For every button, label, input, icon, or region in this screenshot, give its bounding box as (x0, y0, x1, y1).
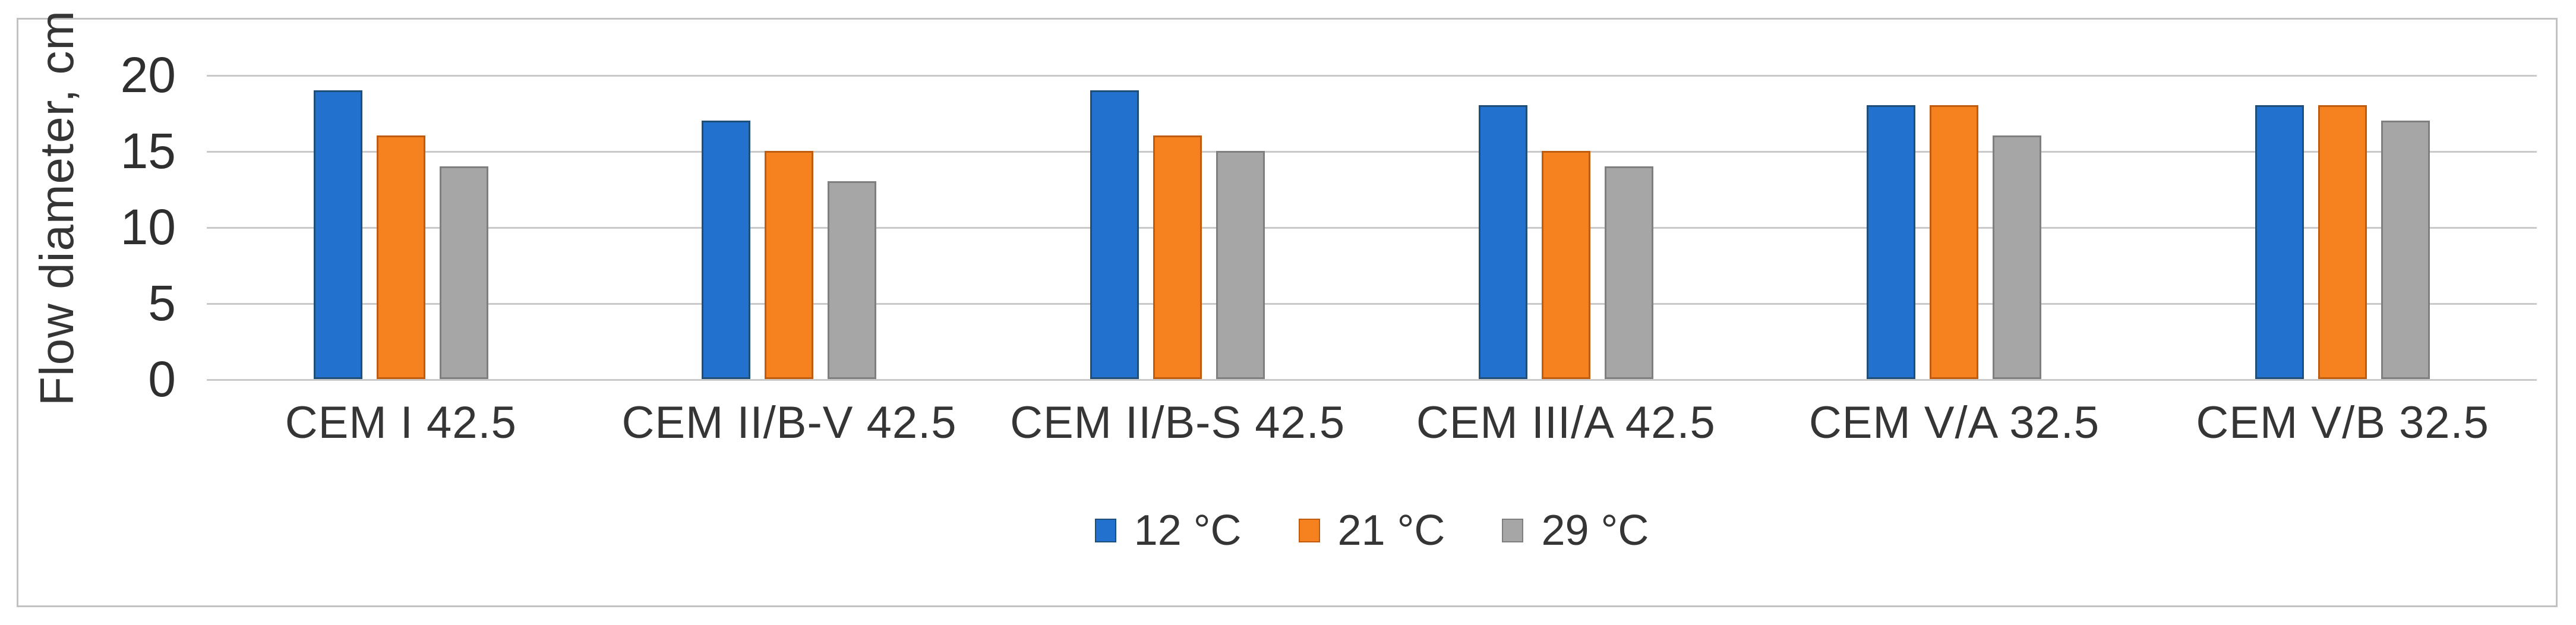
gridline-y-10 (207, 227, 2537, 229)
legend-label: 12 °C (1134, 507, 1242, 554)
bar-29C-6 (2381, 120, 2430, 379)
bar-group-1 (207, 90, 595, 379)
bar-21C-6 (2318, 105, 2367, 379)
bar-12C-3 (1090, 90, 1139, 379)
legend-item-29C: 29 °C (1502, 506, 1649, 555)
bar-group-3 (983, 90, 1372, 379)
legend-item-12C: 12 °C (1094, 506, 1242, 555)
bar-29C-3 (1216, 151, 1265, 379)
bar-group-2 (595, 120, 984, 379)
legend-label: 29 °C (1541, 507, 1649, 554)
y-tick-label-5: 5 (148, 275, 176, 331)
legend: 12 °C 21 °C 29 °C (207, 506, 2537, 555)
plot-area (207, 75, 2537, 381)
gridline-y-15 (207, 151, 2537, 153)
bar-29C-5 (1993, 135, 2042, 379)
x-category-label-3: CEM II/B-S 42.5 (1010, 397, 1346, 448)
gridline-y-0 (207, 379, 2537, 381)
bar-12C-4 (1478, 105, 1527, 379)
bar-group-4 (1372, 105, 1760, 379)
bar-21C-5 (1930, 105, 1979, 379)
legend-label: 21 °C (1337, 507, 1445, 554)
bar-21C-1 (376, 135, 425, 379)
x-category-label-6: CEM V/B 32.5 (2196, 397, 2489, 448)
bar-12C-6 (2255, 105, 2304, 379)
gridline-y-5 (207, 303, 2537, 305)
bar-29C-4 (1604, 166, 1653, 379)
gridline-y-20 (207, 75, 2537, 77)
bar-group-5 (1760, 105, 2149, 379)
bar-21C-3 (1153, 135, 1202, 379)
bar-21C-4 (1541, 151, 1590, 379)
x-category-label-4: CEM III/A 42.5 (1416, 397, 1716, 448)
bar-12C-5 (1867, 105, 1916, 379)
bar-21C-2 (765, 151, 814, 379)
y-tick-label-15: 15 (120, 123, 176, 179)
bar-group-6 (2148, 105, 2537, 379)
legend-item-21C: 21 °C (1298, 506, 1445, 555)
y-tick-label-0: 0 (148, 351, 176, 407)
legend-swatch-icon (1094, 519, 1116, 542)
bar-29C-2 (828, 181, 877, 379)
y-tick-label-20: 20 (120, 47, 176, 103)
x-category-label-1: CEM I 42.5 (285, 397, 517, 448)
bar-29C-1 (439, 166, 488, 379)
legend-swatch-icon (1502, 519, 1524, 542)
legend-swatch-icon (1298, 519, 1320, 542)
bar-12C-2 (702, 120, 751, 379)
y-tick-label-10: 10 (120, 199, 176, 255)
x-category-label-2: CEM II/B-V 42.5 (621, 397, 957, 448)
bar-12C-1 (313, 90, 362, 379)
x-category-label-5: CEM V/A 32.5 (1808, 397, 2100, 448)
